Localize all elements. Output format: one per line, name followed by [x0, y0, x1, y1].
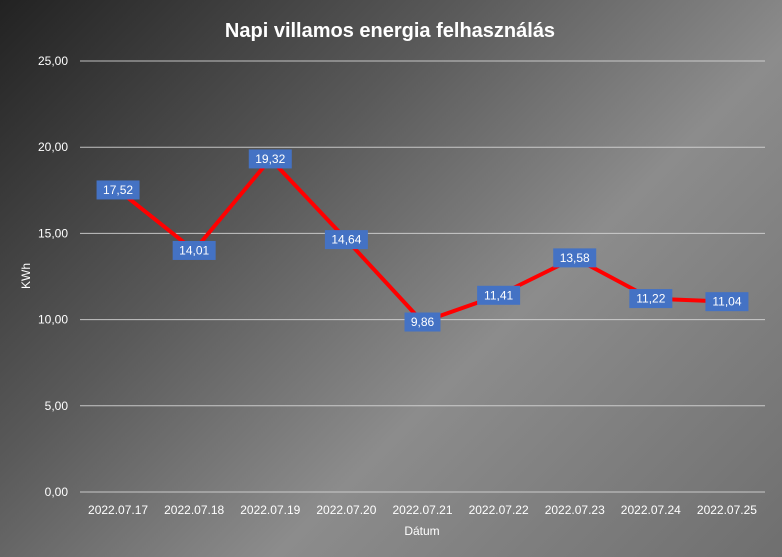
y-tick-label: 0,00 — [45, 485, 69, 499]
data-label-box — [172, 240, 216, 260]
data-label: 14,01 — [172, 240, 216, 260]
data-label-text: 17,52 — [103, 183, 133, 197]
data-label: 11,22 — [629, 289, 673, 309]
data-label-box — [324, 230, 368, 250]
data-label-box — [96, 180, 140, 200]
data-label-box — [404, 312, 441, 332]
data-labels: 17,52 14,01 19,32 14,64 9,86 11,41 13,58 11,22 1… — [96, 149, 749, 332]
data-label-box — [248, 149, 292, 169]
chart-title: Napi villamos energia felhasználás — [225, 20, 555, 42]
data-label: 9,86 — [404, 312, 441, 332]
x-axis-ticks: 2022.07.17 2022.07.18 2022.07.19 2022.07.20… — [88, 503, 757, 517]
data-label: 13,58 — [553, 248, 597, 268]
y-axis-label: KWh — [19, 263, 33, 289]
x-tick-label: 2022.07.20 — [316, 503, 376, 517]
data-label-text: 11,22 — [636, 292, 665, 306]
data-label: 11,41 — [477, 285, 521, 305]
data-label-text: 14,64 — [331, 233, 361, 247]
x-tick-label: 2022.07.23 — [545, 503, 605, 517]
y-axis-ticks: 0,00 5,00 10,00 15,00 20,00 25,00 — [38, 54, 68, 499]
x-tick-label: 2022.07.19 — [240, 503, 300, 517]
data-label: 11,04 — [705, 292, 749, 312]
data-label-box — [705, 292, 749, 312]
x-tick-label: 2022.07.18 — [164, 503, 224, 517]
y-tick-label: 15,00 — [38, 226, 68, 240]
data-label-text: 13,58 — [560, 251, 590, 265]
data-label: 19,32 — [248, 149, 292, 169]
y-tick-label: 10,00 — [38, 313, 68, 327]
data-label: 17,52 — [96, 180, 140, 200]
x-tick-label: 2022.07.17 — [88, 503, 148, 517]
x-axis-label: Dátum — [404, 524, 439, 538]
data-label-box — [477, 285, 521, 305]
y-tick-label: 5,00 — [45, 399, 69, 413]
data-label-box — [553, 248, 597, 268]
data-label-text: 11,04 — [712, 295, 741, 309]
x-tick-label: 2022.07.24 — [621, 503, 681, 517]
data-label-text: 11,41 — [484, 288, 513, 302]
y-tick-label: 20,00 — [38, 140, 68, 154]
x-tick-label: 2022.07.21 — [392, 503, 452, 517]
data-label-text: 14,01 — [179, 243, 209, 257]
data-label-text: 9,86 — [411, 315, 435, 329]
gridlines — [80, 60, 765, 493]
x-tick-label: 2022.07.25 — [697, 503, 757, 517]
data-label: 14,64 — [324, 230, 368, 250]
data-label-box — [629, 289, 673, 309]
x-tick-label: 2022.07.22 — [469, 503, 529, 517]
y-tick-label: 25,00 — [38, 54, 68, 68]
data-label-text: 19,32 — [255, 152, 285, 166]
